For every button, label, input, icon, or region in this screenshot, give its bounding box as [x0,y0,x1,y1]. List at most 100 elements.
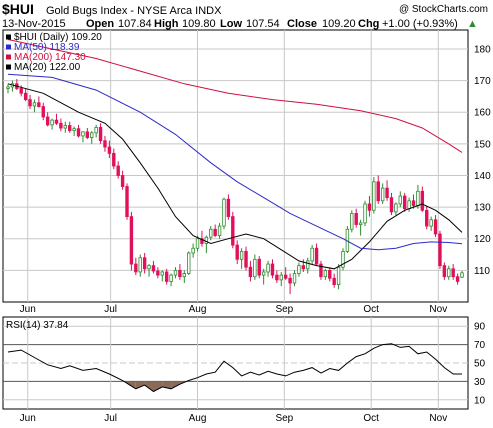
candle-up [173,269,178,276]
month-label: Oct [363,304,379,315]
legend-label: MA(50) 118.39 [14,42,80,53]
candle-down [28,99,32,107]
rsi-tick-label: 10 [474,395,486,406]
month-label: Jun [20,304,36,315]
candle-down [420,190,425,211]
candle-up [72,128,76,131]
candle-up [394,203,398,213]
candle-down [116,165,120,176]
legend-swatch [6,54,11,60]
candle-up [310,247,314,262]
candle-down [178,269,182,278]
month-label: Sep [275,304,293,315]
candle-up [191,247,195,254]
month-label: Aug [189,413,207,424]
ma200-line [7,39,463,153]
rsi-fill-segment [153,381,163,392]
rsi-path [7,343,462,393]
candle-up [50,119,54,126]
candle-down [442,265,447,278]
candle-down [451,268,455,278]
candle-down [244,250,248,268]
candle-up [204,236,209,244]
price-tick-label: 120 [474,234,491,245]
month-axis-top: Jun Jul Aug Sep Oct Nov [20,304,448,315]
candle-down [112,152,116,167]
price-tick-label: 130 [474,203,491,214]
candle-down [23,92,28,100]
candle-down [248,266,253,278]
candle-up [279,274,283,281]
price-tick-label: 170 [474,76,491,87]
legend-item: MA(20) 122.00 [6,62,81,73]
candle-down [151,265,156,272]
price-tick-label: 160 [474,108,491,119]
month-label: Oct [363,413,379,424]
candle-up [292,273,297,284]
candle-down [275,274,279,281]
candle-up [222,198,226,227]
candle-up [217,225,222,236]
candle-down [283,274,288,279]
candle-up [195,238,200,249]
symbol: $HUI [2,1,34,17]
legend-swatch [6,44,11,50]
candle-down [235,244,239,260]
candle-down [213,228,217,236]
candle-up [429,219,433,227]
legend-label: $HUI (Daily) 109.20 [14,32,102,43]
legend-swatch [6,64,11,70]
candle-down [231,216,235,246]
legend-item: MA(200) 147.30 [6,52,86,63]
price-tick-label: 140 [474,171,491,182]
candle-down [411,200,416,206]
candle-down [319,263,323,278]
rsi-tick-label: 90 [474,322,486,333]
candle-up [261,271,266,276]
date-text: 13-Nov-2015 [2,18,66,30]
candle-up [239,250,244,260]
month-axis-bottom: Jun Jul Aug Sep Oct Nov [20,413,448,424]
candle-up [253,258,257,278]
candle-up [416,190,420,206]
candle-down [314,247,319,265]
rsi-panel: 10 30 50 70 90 RSI(14) 37.84 [2,316,486,410]
chg-value: +1.00 (+0.93%) [382,18,458,30]
candle-down [385,187,389,199]
candle-up [407,200,411,210]
legend-item: $HUI (Daily) 109.20 [6,32,102,43]
candle-down [76,128,81,137]
candle-down [125,186,129,218]
candle-down [68,125,72,131]
chg-label: Chg [358,18,379,30]
rsi-line [7,343,462,393]
month-label: Jul [104,304,117,315]
candle-down [129,216,134,265]
candle-down [142,257,147,270]
candle-down [164,271,169,282]
candle-up [32,102,37,107]
month-label: Jun [20,413,36,424]
price-tick-label: 150 [474,139,491,150]
credit-text: @ StockCharts.com [399,4,488,15]
candle-up [372,181,376,211]
rsi-tick-label: 50 [474,359,486,370]
candle-up [187,252,191,274]
candle-up [160,271,164,276]
close-value: 109.20 [322,18,356,30]
candle-up [81,131,85,137]
candle-up [323,269,328,278]
legend-item: MA(50) 118.39 [6,42,80,53]
moving-averages [7,39,463,270]
month-label: Sep [275,413,293,424]
candle-down [98,127,103,142]
candle-up [147,265,151,270]
open-value: 107.84 [118,18,152,30]
candle-down [288,277,292,284]
low-label: Low [220,18,242,30]
candle-up [209,228,213,238]
ma20-line [7,83,463,270]
candle-down [301,265,306,270]
candle-down [389,197,394,213]
